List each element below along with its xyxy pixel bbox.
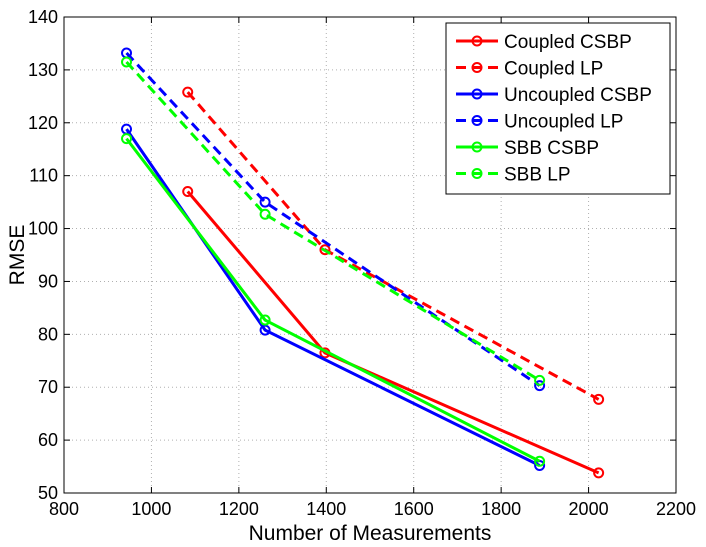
x-tick-label: 1000 [131, 499, 171, 519]
data-point-coupled-lp [319, 244, 331, 256]
y-tick-label: 100 [28, 219, 58, 239]
data-point-coupled-lp [593, 393, 605, 405]
x-tick-label: 1400 [306, 499, 346, 519]
legend-marker-uncoupled-lp [471, 115, 483, 126]
series-line-sbb-lp [125, 60, 541, 382]
y-tick-label: 120 [28, 113, 58, 133]
y-tick-label: 60 [38, 430, 58, 450]
legend-box [445, 22, 671, 195]
x-tick-label: 800 [49, 499, 79, 519]
legend-label-uncoupled-csbp: Uncoupled CSBP [504, 85, 652, 106]
y-tick-label: 50 [38, 483, 58, 503]
data-point-coupled-csbp [182, 186, 194, 198]
series-line-coupled-csbp [186, 190, 600, 475]
legend-marker-sbb-lp [471, 168, 483, 179]
x-tick-label: 1200 [219, 499, 259, 519]
data-point-sbb-csbp [534, 455, 546, 467]
y-tick-label: 80 [38, 324, 58, 344]
grid-lines [64, 17, 676, 493]
y-tick-label: 70 [38, 377, 58, 397]
legend-label-coupled-csbp: Coupled CSBP [504, 32, 632, 53]
legend-label-sbb-csbp: SBB CSBP [504, 138, 599, 159]
data-point-uncoupled-lp [534, 380, 546, 392]
legend-label-sbb-lp: SBB LP [504, 165, 571, 186]
data-point-coupled-csbp [593, 467, 605, 479]
legend: Coupled CSBP Coupled LP Uncoupled CSBP Unco… [445, 22, 671, 195]
series-line-uncoupled-csbp [125, 128, 541, 467]
legend-label-uncoupled-lp: Uncoupled LP [504, 112, 623, 133]
data-point-sbb-lp [259, 208, 271, 220]
y-tick-label: 90 [38, 271, 58, 291]
legend-marker-uncoupled-csbp [471, 88, 483, 100]
y-tick-label: 110 [29, 166, 58, 186]
x-tick-label: 2200 [656, 499, 696, 519]
x-tick-label: 1600 [394, 499, 434, 519]
x-tick-label: 1800 [481, 499, 521, 519]
y-tick-label: 140 [28, 7, 58, 27]
data-point-coupled-lp [182, 86, 194, 98]
legend-marker-coupled-lp [471, 62, 483, 73]
data-point-sbb-csbp [121, 133, 133, 145]
data-point-uncoupled-lp [259, 196, 271, 208]
legend-marker-sbb-csbp [471, 141, 483, 153]
x-tick-label: 2000 [569, 499, 609, 519]
x-axis-label: Number of Measurements [249, 522, 492, 545]
data-point-uncoupled-csbp [259, 324, 271, 336]
y-tick-label: 130 [28, 60, 58, 80]
series-line-sbb-csbp [125, 137, 541, 463]
data-point-sbb-lp [121, 56, 133, 68]
axes-ticks: 800 1000 1200 1400 1600 1800 2000 2200 50 60 70 80 9… [28, 7, 696, 519]
legend-label-coupled-lp: Coupled LP [504, 59, 603, 80]
y-axis-label: RMSE [6, 225, 29, 286]
legend-marker-coupled-csbp [471, 35, 483, 47]
plot-frame [63, 16, 677, 494]
data-point-sbb-csbp [259, 314, 271, 326]
data-point-sbb-lp [534, 374, 546, 386]
series-layer [121, 47, 605, 479]
